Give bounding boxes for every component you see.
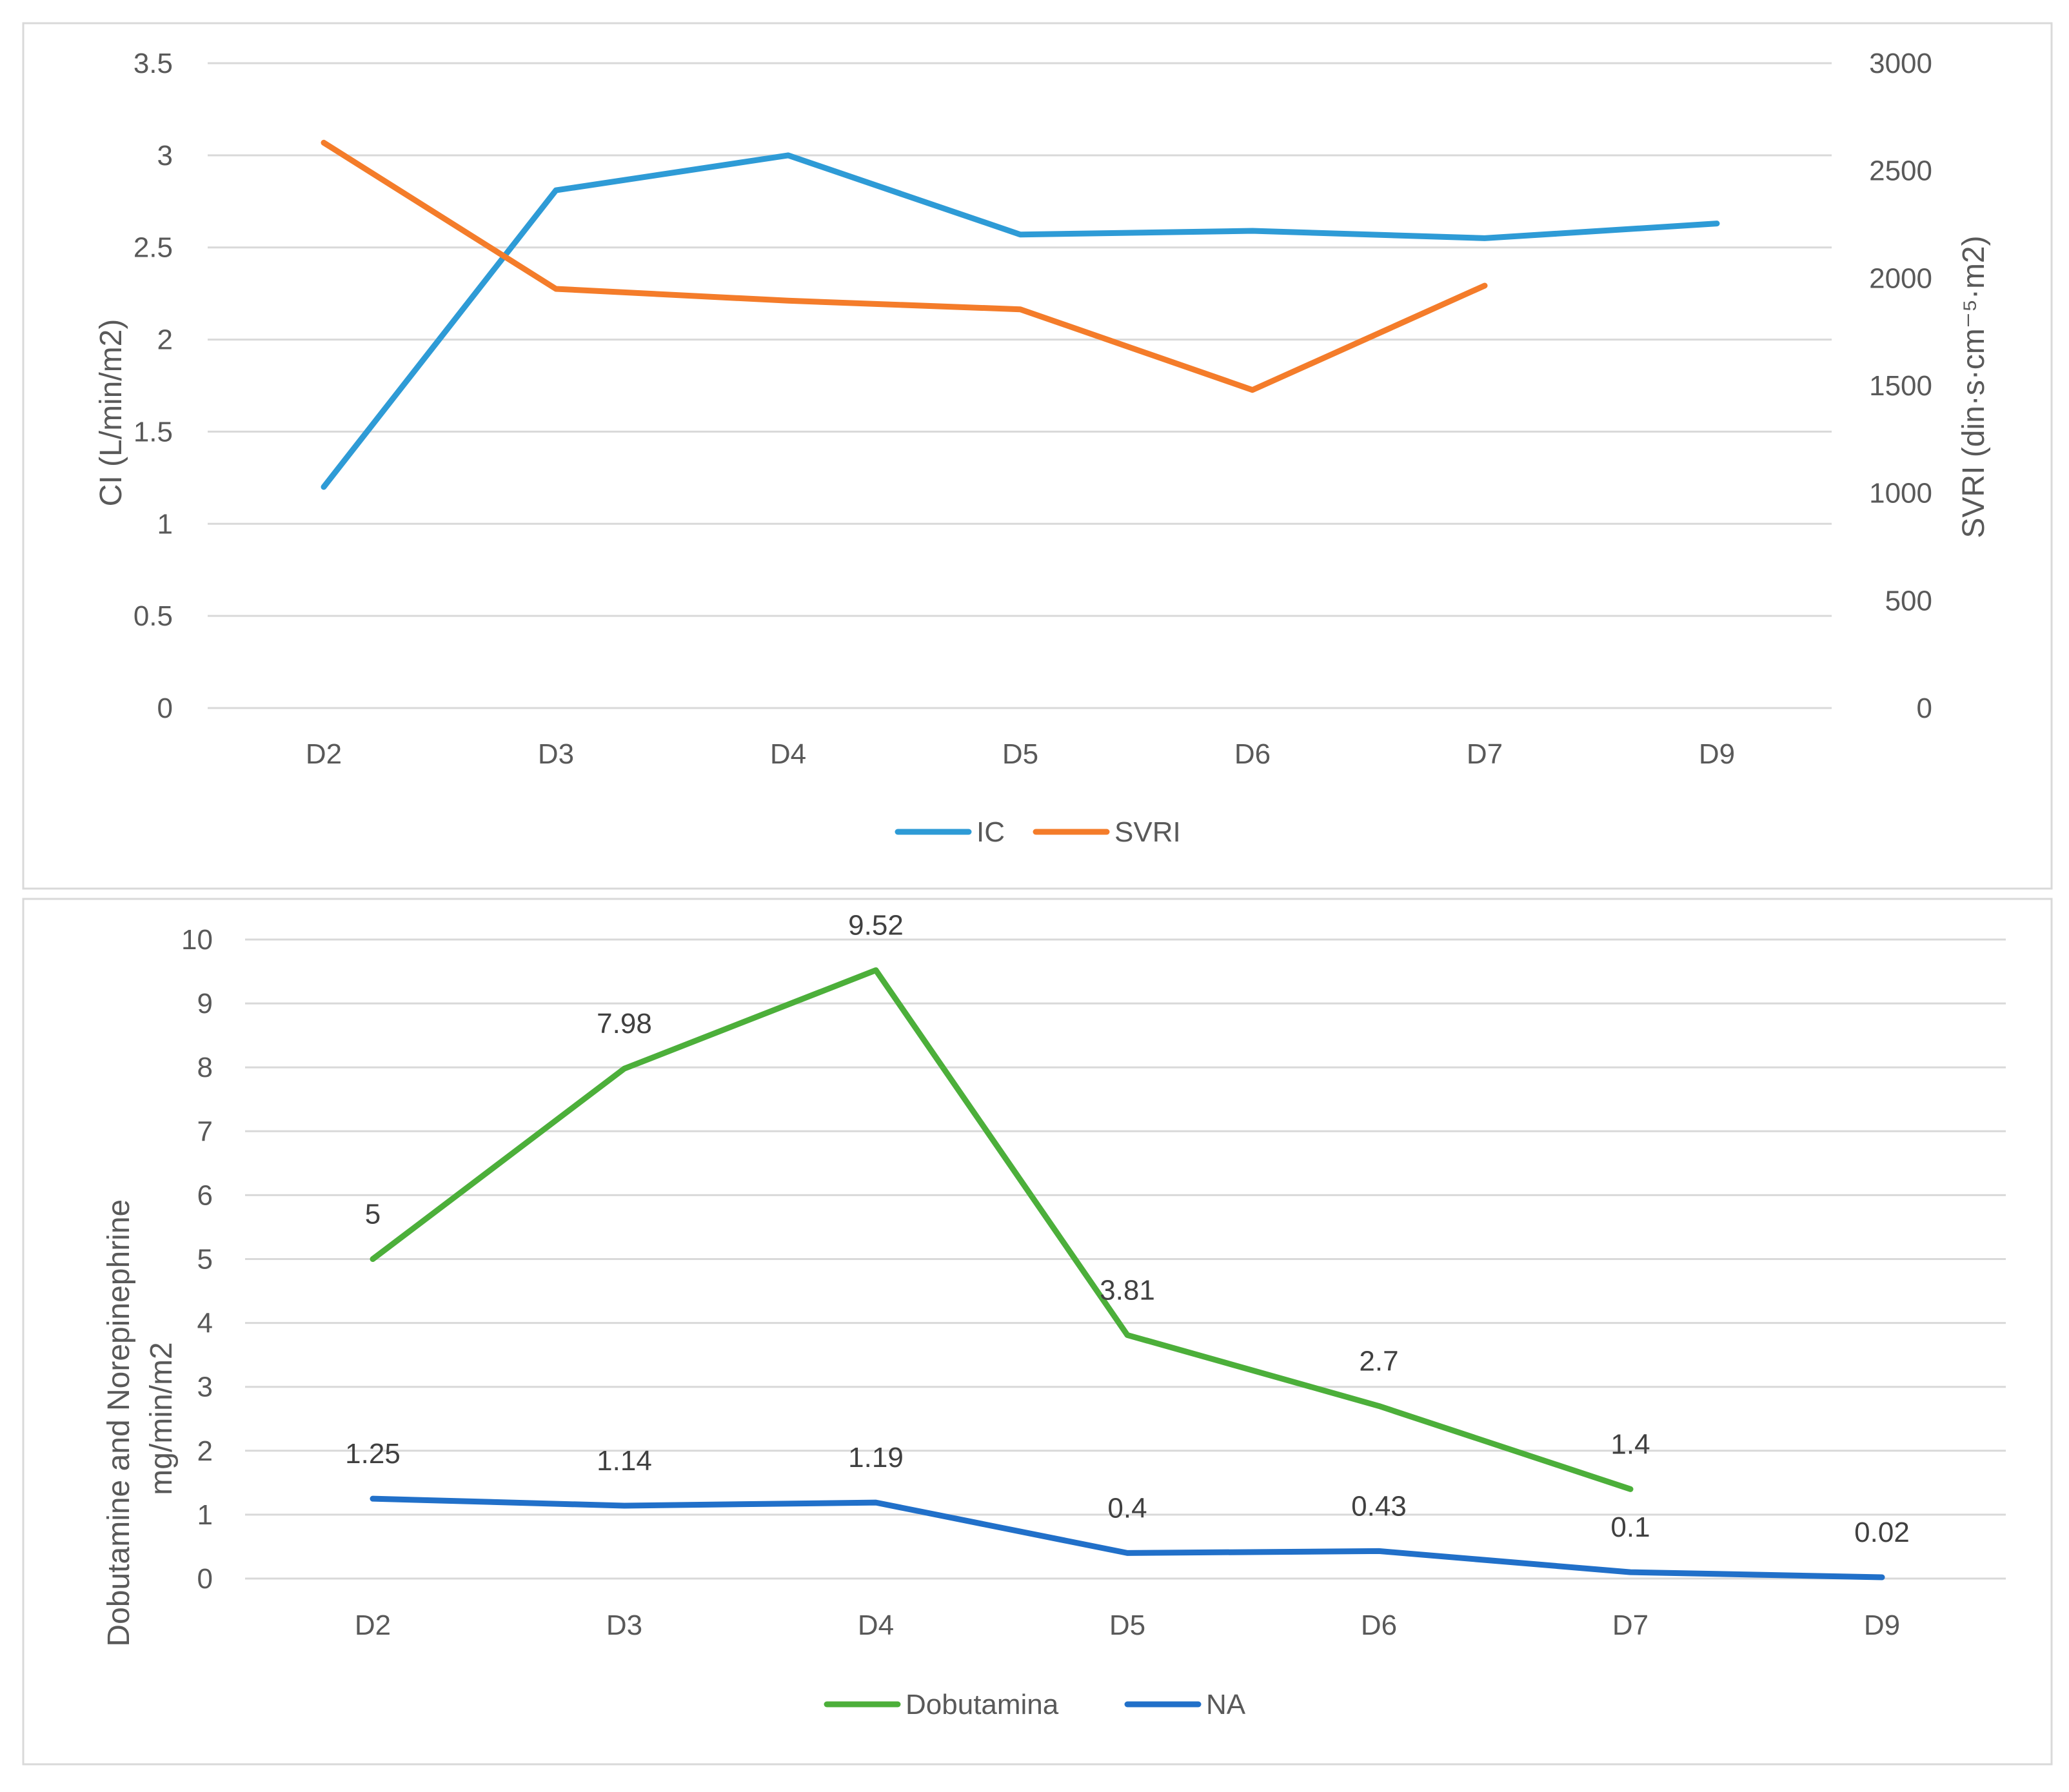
chart2-series-line-dobutamina [370, 967, 1634, 1492]
chart2-y-tick-label: 1 [197, 1499, 213, 1531]
chart2-data-label-na: 0.43 [1351, 1490, 1407, 1522]
chart1-x-tick-label: D2 [306, 738, 342, 770]
chart1-x-tick-label: D5 [1002, 738, 1038, 770]
chart2-legend-label-na: NA [1206, 1689, 1246, 1720]
chart1-y-tick-label: 0 [157, 693, 173, 724]
chart1-legend-label-ic: IC [976, 816, 1005, 848]
chart2-y-tick-label: 3 [197, 1372, 213, 1403]
chart1-y-tick-label: 3 [157, 140, 173, 172]
chart2-x-tick-label: D9 [1864, 1610, 1900, 1641]
chart2-y-tick-label: 6 [197, 1179, 213, 1211]
chart2-x-tick-label: D6 [1361, 1610, 1397, 1641]
chart2-y-axis-title: Dobutamine and Norepinephrine mg/min/m2 [102, 1190, 179, 1646]
chart2-legend-label-dobutamina: Dobutamina [906, 1689, 1059, 1720]
chart2-x-ticks: D2 D3 D4 D5 D6 D7 D9 [355, 1610, 1900, 1641]
chart2-data-label-dobutamina: 2.7 [1359, 1345, 1398, 1377]
chart2-y-tick-label: 2 [197, 1435, 213, 1467]
chart2-data-label-na: 0.4 [1107, 1492, 1147, 1524]
chart1-x-tick-label: D4 [770, 738, 806, 770]
chart1-series [321, 139, 1720, 490]
chart1-y-tick-label: 1 [157, 508, 173, 540]
chart2-data-label-na: 1.19 [848, 1442, 904, 1473]
chart2-legend: Dobutamina NA [824, 1689, 1246, 1720]
chart1-y-tick-label: 2.5 [134, 232, 173, 264]
chart2-y-tick-label: 10 [181, 924, 213, 956]
chart2-frame [22, 898, 2053, 1766]
chart2-y-axis-title-line1: Dobutamine and Norepinephrine [102, 1199, 136, 1647]
chart2-y-tick-label: 0 [197, 1563, 213, 1595]
chart2-y-tick-label: 4 [197, 1308, 213, 1339]
chart2-y-ticks: 0 1 2 3 4 5 6 7 8 9 10 [181, 924, 213, 1595]
chart2-y-tick-label: 5 [197, 1244, 213, 1275]
chart1-y-axis-title-right: SVRI (din·s·cm⁻⁵·m2) [1957, 235, 1991, 538]
chart1-gridlines [208, 62, 1832, 709]
chart1-y-ticks: 0 0.5 1 1.5 2 2.5 3 3.5 [134, 48, 173, 724]
chart1-x-tick-label: D9 [1699, 738, 1735, 770]
chart2-data-labels: 5 7.98 9.52 3.81 2.7 1.4 1.25 1.14 1.19 0.4 0.43 0.… [345, 910, 1910, 1548]
chart1-y-tick-label: 3.5 [134, 48, 173, 79]
chart1-y-tick-label-right: 2500 [1869, 155, 1932, 187]
chart1-series-line-ic [321, 152, 1720, 490]
chart2-data-label-dobutamina: 9.52 [848, 910, 904, 941]
chart1-y-tick-label: 0.5 [134, 600, 173, 632]
chart1-x-tick-label: D3 [538, 738, 574, 770]
chart1-y-tick-label-right: 1500 [1869, 370, 1932, 402]
chart2-x-tick-label: D5 [1109, 1610, 1145, 1641]
chart2-y-tick-label: 9 [197, 988, 213, 1019]
chart2-data-label-dobutamina: 7.98 [597, 1008, 652, 1039]
chart2-y-tick-label: 8 [197, 1052, 213, 1083]
chart2-series [370, 967, 1885, 1580]
chart2-data-label-na: 1.14 [597, 1445, 652, 1477]
chart2-y-tick-label: 7 [197, 1116, 213, 1147]
chart2-x-tick-label: D4 [858, 1610, 894, 1641]
chart1-y-tick-label-right: 2000 [1869, 262, 1932, 294]
chart1-legend: IC SVRI [895, 816, 1181, 848]
chart1-y-tick-label-right: 500 [1885, 585, 1932, 616]
chart2-data-label-dobutamina: 3.81 [1100, 1274, 1155, 1306]
chart2-data-label-na: 1.25 [345, 1438, 401, 1470]
chart1-y-tick-label-right: 0 [1917, 693, 1932, 724]
chart2-x-tick-label: D7 [1612, 1610, 1648, 1641]
chart1-y-tick-label: 1.5 [134, 416, 173, 448]
chart1-x-tick-label: D7 [1467, 738, 1503, 770]
chart1-y-tick-label-right: 1000 [1869, 478, 1932, 509]
chart1-y-tick-label-right: 3000 [1869, 48, 1932, 79]
chart1-series-line-svri [321, 139, 1488, 393]
chart1-y-ticks-right: 0 500 1000 1500 2000 2500 3000 [1869, 48, 1932, 724]
chart2-data-label-dobutamina: 1.4 [1610, 1428, 1650, 1460]
chart2-y-axis-title-line2: mg/min/m2 [144, 1342, 179, 1495]
chart2-x-tick-label: D2 [355, 1610, 391, 1641]
chart2-data-label-dobutamina: 5 [365, 1199, 381, 1230]
chart1-legend-label-svri: SVRI [1114, 816, 1181, 848]
chart2-data-label-na: 0.1 [1610, 1511, 1650, 1543]
chart2-x-tick-label: D3 [606, 1610, 642, 1641]
chart1-y-axis-title: CI (L/min/m2) [94, 319, 128, 507]
chart1-x-tick-label: D6 [1234, 738, 1271, 770]
chart2-data-label-na: 0.02 [1854, 1517, 1910, 1548]
chart2-series-line-na [370, 1495, 1885, 1580]
chart1-x-ticks: D2 D3 D4 D5 D6 D7 D9 [306, 738, 1735, 770]
chart1-y-tick-label: 2 [157, 324, 173, 356]
